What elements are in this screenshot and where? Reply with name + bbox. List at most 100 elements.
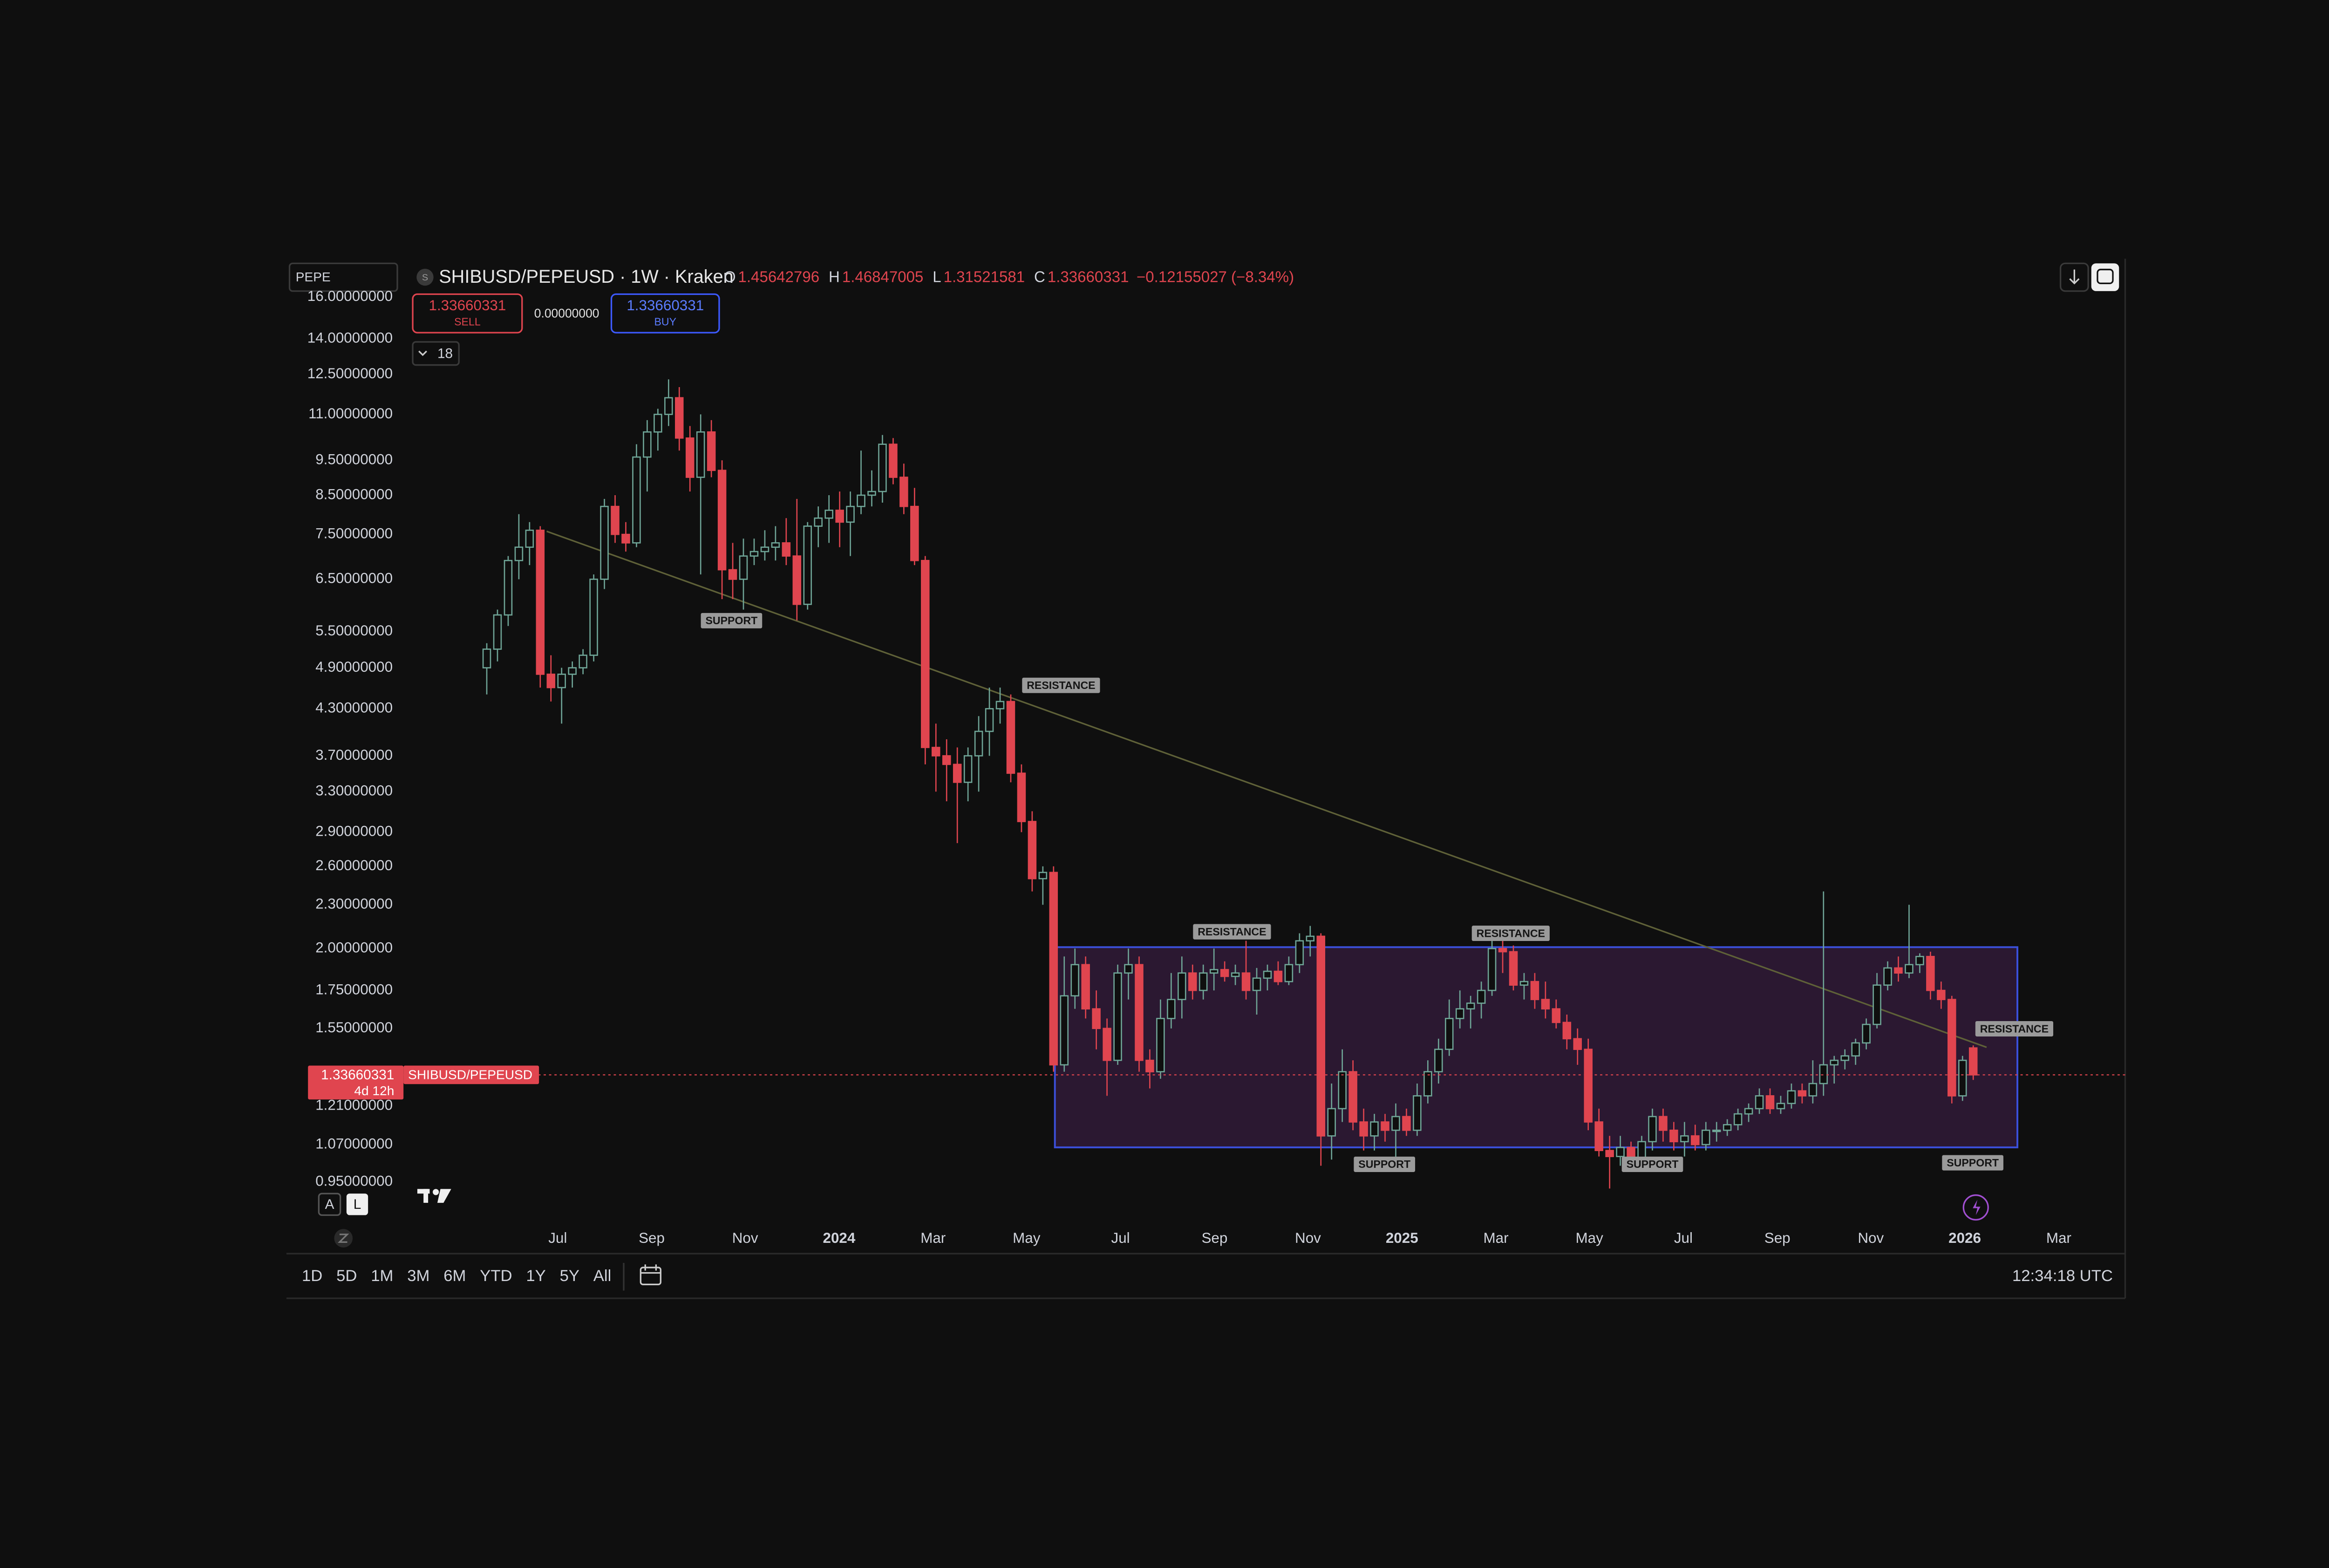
price-tag-countdown: 4d 12h	[354, 1084, 394, 1098]
candle-body	[1712, 1129, 1721, 1132]
candle-body	[654, 414, 662, 433]
candle-body	[707, 431, 716, 471]
tradingview-logo	[417, 1189, 451, 1203]
candle-body	[1092, 1008, 1101, 1029]
candle-body	[1113, 972, 1122, 1061]
candle-body	[1701, 1129, 1710, 1145]
candle-body	[1060, 995, 1069, 1066]
log-scale-button[interactable]	[346, 1193, 368, 1215]
y-tick-label: 2.60000000	[315, 857, 393, 873]
range-button[interactable]: 1M	[371, 1267, 393, 1285]
candle-body	[1958, 1059, 1967, 1097]
candle-body	[1273, 970, 1283, 982]
auto-scale-label[interactable]: A	[325, 1197, 334, 1212]
auto-scale-button[interactable]	[318, 1193, 341, 1216]
candle-body	[1755, 1095, 1764, 1110]
symbol-icon-letter: S	[422, 273, 428, 283]
candle-body	[1487, 948, 1497, 991]
candle-body	[1509, 951, 1518, 986]
candle-body	[953, 764, 962, 783]
sell-label[interactable]: SELL	[454, 316, 481, 328]
candle-body	[1616, 1146, 1625, 1157]
candle-body	[1081, 964, 1090, 1009]
symbol-input[interactable]	[288, 262, 398, 292]
y-tick-label: 2.30000000	[315, 896, 393, 912]
range-button[interactable]: 1D	[302, 1267, 322, 1285]
buy-label[interactable]: BUY	[654, 316, 676, 328]
candle-body	[1883, 967, 1892, 986]
candle-body	[1862, 1023, 1871, 1044]
candle-body	[1477, 989, 1486, 1004]
range-button[interactable]: 1Y	[526, 1267, 545, 1285]
candle-body	[1220, 969, 1229, 977]
range-button[interactable]: 5Y	[560, 1267, 579, 1285]
candle-body	[760, 546, 770, 552]
candle-body	[771, 542, 780, 548]
annotation-box	[1354, 1156, 1416, 1172]
candle-body	[1316, 935, 1326, 1137]
candle-body	[1295, 940, 1304, 966]
legend-value: 1.46847005	[842, 268, 924, 286]
y-tick-label: 16.00000000	[307, 288, 393, 304]
y-tick-label: 4.90000000	[315, 659, 393, 675]
y-tick-label: 1.07000000	[315, 1135, 393, 1152]
clock: 12:34:18 UTC	[2012, 1267, 2113, 1285]
candle-body	[1915, 955, 1924, 966]
candle-body	[611, 505, 620, 535]
candle-body	[643, 431, 652, 458]
indicators-toggle[interactable]	[412, 341, 460, 366]
candle-body	[1519, 981, 1529, 986]
range-button[interactable]: All	[593, 1267, 612, 1285]
x-tick-label: 2025	[1386, 1230, 1418, 1246]
candle-body	[536, 529, 545, 675]
alert-button[interactable]	[1962, 1194, 1989, 1221]
calendar-icon[interactable]	[640, 1264, 661, 1285]
x-tick-label: Jul	[1111, 1230, 1130, 1246]
sell-button[interactable]	[412, 293, 523, 334]
candle-body	[1798, 1090, 1807, 1097]
candle-body	[1648, 1116, 1657, 1143]
candle-body	[835, 510, 844, 523]
candle-body	[1948, 999, 1956, 1097]
candle-body	[995, 701, 1005, 709]
range-button[interactable]: 6M	[443, 1267, 466, 1285]
candle-body	[803, 525, 812, 605]
annotation-box	[1975, 1021, 2053, 1037]
buy-button[interactable]	[610, 293, 720, 334]
candle-body	[867, 491, 876, 496]
candle-body	[525, 529, 534, 548]
y-tick-label: 1.21000000	[315, 1097, 393, 1113]
candle-body	[1744, 1108, 1753, 1115]
candle-body	[1402, 1116, 1411, 1131]
candle-body	[1145, 1059, 1154, 1072]
indicators-count[interactable]: 18	[437, 346, 453, 361]
x-tick-label: Sep	[1764, 1230, 1791, 1246]
fullscreen-button[interactable]	[2091, 263, 2119, 291]
candle-body	[1808, 1083, 1818, 1097]
candle-body	[717, 470, 727, 571]
y-tick-label: 1.55000000	[315, 1019, 393, 1036]
legend-value: 1.31521581	[944, 268, 1025, 286]
candle-body	[1359, 1121, 1368, 1137]
candle-body	[1723, 1124, 1732, 1131]
candle-body	[1413, 1095, 1422, 1131]
candle-body	[1787, 1090, 1796, 1104]
candle-body	[942, 755, 951, 765]
fullscreen-icon	[2097, 268, 2114, 284]
range-button[interactable]: 3M	[407, 1267, 429, 1285]
y-tick-label: 8.50000000	[315, 486, 393, 502]
candle-body	[728, 569, 737, 580]
legend-change: −0.12155027 (−8.34%)	[1137, 268, 1294, 286]
symbol-input-text[interactable]: PEPE	[296, 270, 331, 284]
sell-price[interactable]: 1.33660331	[429, 297, 506, 314]
range-button[interactable]: 5D	[336, 1267, 357, 1285]
buy-price[interactable]: 1.33660331	[627, 297, 704, 314]
collapse-button[interactable]	[2059, 262, 2089, 292]
candle-body	[1691, 1135, 1700, 1145]
range-button[interactable]: YTD	[480, 1267, 512, 1285]
candle-body	[1851, 1042, 1860, 1057]
log-scale-label[interactable]: L	[354, 1197, 361, 1212]
price-tag-value: 1.33660331	[321, 1067, 394, 1083]
